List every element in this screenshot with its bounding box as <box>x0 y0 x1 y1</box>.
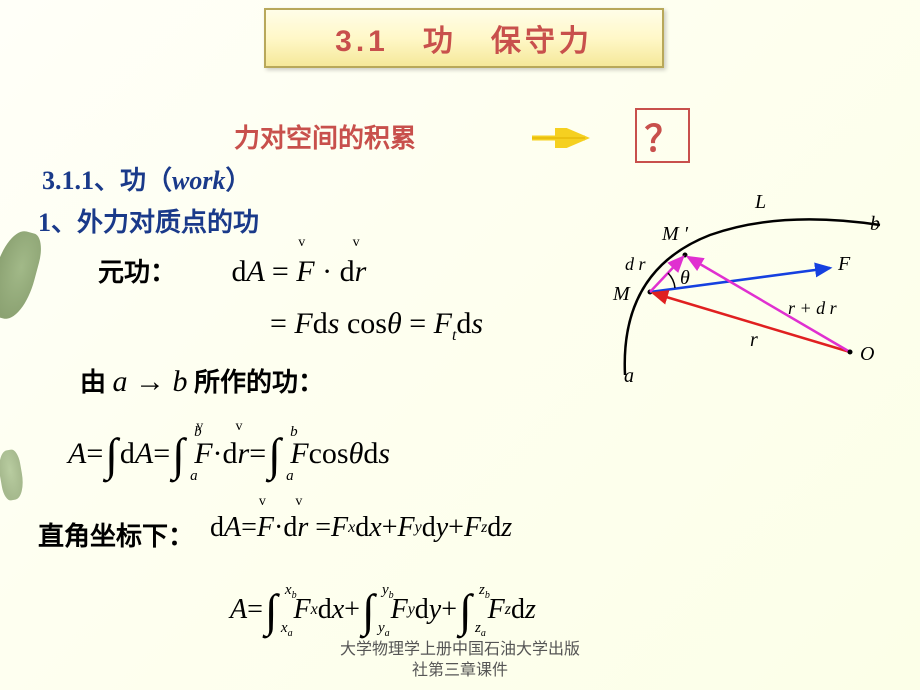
work-diagram: L b a M M ′ F O d r r r + d r θ <box>580 190 900 390</box>
section-1: 1、外力对质点的功 <box>38 202 259 239</box>
label-L: L <box>754 191 766 213</box>
label-theta: θ <box>680 267 690 289</box>
eq-fds: = Fds cosθ = Ftds <box>270 307 483 345</box>
label-M: M <box>612 283 631 305</box>
eq-integral-cartesian: A = ∫xbxa Fxdx + ∫ybya Fydy + ∫zbza Fzdz <box>230 580 536 640</box>
sec-311-suffix: ） <box>225 166 251 195</box>
footer-line-2: 社第三章课件 <box>0 661 920 682</box>
label-r: r <box>750 329 758 351</box>
title-text: 3.1 功 保守力 <box>335 16 593 60</box>
label-rdr: r + d r <box>788 298 838 318</box>
section-3-1-1: 3.1.1、功（work） <box>42 160 252 197</box>
eq-elementary-work: 元功： dA = vF · dvr <box>98 252 366 289</box>
label-dr: d r <box>625 254 647 274</box>
question-box: ？ <box>635 108 690 163</box>
footer-line-1: 大学物理学上册中国石油大学出版 <box>0 640 920 661</box>
cartesian-label: 直角坐标下： <box>38 516 194 553</box>
label-O: O <box>860 343 874 365</box>
work-italic: work <box>172 166 225 195</box>
leaf-decoration-2 <box>0 448 26 501</box>
title-bar: 3.1 功 保守力 <box>264 8 664 68</box>
eq-cartesian: dA = vF · d vr = Fxdx + Fydy + Fzdz <box>210 512 512 544</box>
question-mark: ？ <box>644 110 680 162</box>
label-a: a <box>624 365 634 387</box>
label-Mp: M ′ <box>661 223 689 245</box>
subtitle: 力对空间的积累 <box>234 118 416 155</box>
sec-311-prefix: 3.1.1、功（ <box>42 166 172 195</box>
leaf-decoration <box>0 226 46 323</box>
arrow-right-icon <box>530 128 600 148</box>
label-b: b <box>870 213 880 235</box>
label-F: F <box>837 253 851 275</box>
path-work-label: 由 a → b 所作的功： <box>80 362 324 399</box>
element-work-label: 元功： <box>98 258 176 287</box>
footer: 大学物理学上册中国石油大学出版 社第三章课件 <box>0 640 920 682</box>
eq-integral: A = ∫dA = ∫ba vF · d vr = ∫ba F cosθ d s <box>68 424 390 484</box>
